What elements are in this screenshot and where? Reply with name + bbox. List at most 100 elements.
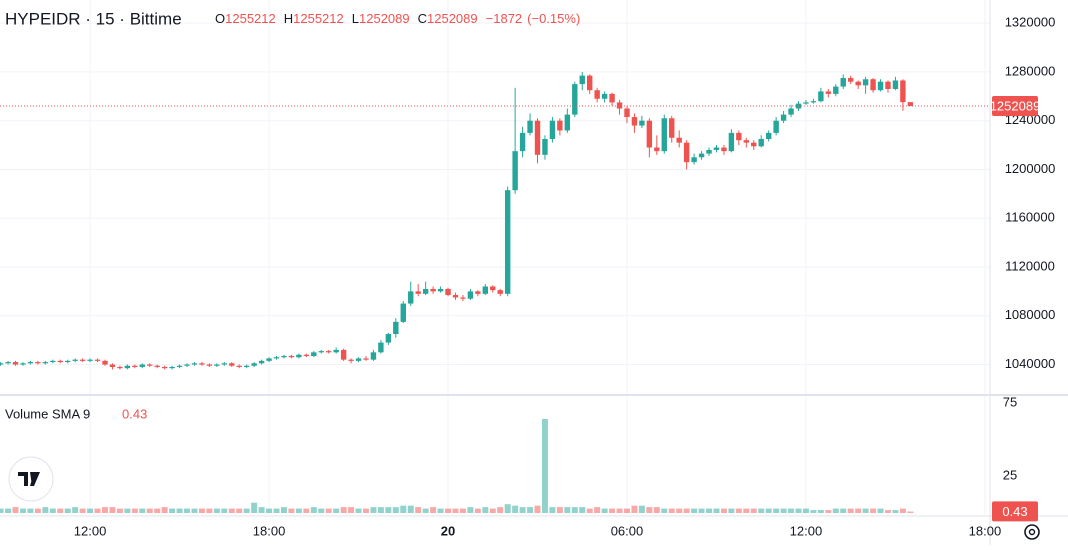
candle-body bbox=[728, 132, 735, 152]
volume-bar bbox=[184, 508, 191, 513]
volume-bar bbox=[310, 507, 317, 513]
candle-body bbox=[117, 366, 123, 369]
volume-bar bbox=[5, 508, 12, 513]
candle-body bbox=[504, 190, 511, 294]
candle-body bbox=[669, 118, 675, 138]
h-value: 1255212 bbox=[293, 11, 344, 26]
candle-body bbox=[87, 359, 93, 361]
settings-icon[interactable] bbox=[1024, 524, 1040, 540]
volume-bar bbox=[407, 505, 414, 513]
candle-body bbox=[482, 286, 489, 294]
volume-bar bbox=[87, 508, 94, 513]
volume-bar bbox=[236, 508, 243, 513]
volume-bar bbox=[519, 507, 526, 513]
candle-body bbox=[393, 321, 399, 335]
candle-body bbox=[579, 75, 585, 85]
candle-body bbox=[616, 102, 623, 109]
candle-body bbox=[27, 362, 34, 364]
candle-body bbox=[266, 358, 272, 361]
volume-bar bbox=[348, 507, 355, 513]
x-tick-label: 18:00 bbox=[253, 523, 286, 538]
volume-bar bbox=[661, 508, 668, 513]
candle-body bbox=[333, 349, 339, 353]
volume-bar bbox=[683, 508, 690, 513]
candle-body bbox=[65, 360, 71, 363]
volume-bar bbox=[743, 508, 750, 513]
volume-bar bbox=[362, 508, 369, 513]
volume-bar bbox=[773, 508, 780, 513]
volume-bar bbox=[720, 508, 727, 513]
candle-body bbox=[467, 291, 474, 299]
candle-body bbox=[475, 291, 481, 294]
x-tick-label: 06:00 bbox=[611, 523, 644, 538]
c-label: C bbox=[418, 11, 427, 26]
candle-body bbox=[661, 118, 667, 152]
volume-bar bbox=[549, 507, 556, 513]
volume-bar bbox=[728, 508, 735, 513]
x-tick-label: 12:00 bbox=[790, 523, 823, 538]
volume-bar bbox=[258, 507, 265, 513]
volume-bar bbox=[653, 507, 660, 513]
candle-body bbox=[161, 366, 168, 369]
o-label: O bbox=[215, 11, 225, 26]
volume-bar bbox=[340, 507, 347, 513]
candle-body bbox=[191, 363, 198, 365]
y-tick-label: 1120000 bbox=[1005, 258, 1055, 273]
candle-body bbox=[139, 364, 145, 367]
volume-bar bbox=[318, 508, 325, 513]
candle-body bbox=[132, 365, 138, 367]
candle-body bbox=[713, 147, 720, 150]
x-tick-label: 18:00 bbox=[969, 523, 1002, 538]
candle-body bbox=[176, 365, 183, 367]
volume-bar bbox=[422, 508, 429, 513]
volume-bar bbox=[370, 507, 377, 513]
candle-body bbox=[42, 362, 49, 364]
volume-bar bbox=[325, 508, 332, 513]
volume-bar bbox=[870, 508, 877, 513]
volume-bar bbox=[49, 508, 56, 513]
volume-bar bbox=[474, 508, 481, 513]
candle-body bbox=[773, 120, 779, 133]
l-label: L bbox=[352, 11, 359, 26]
candle-body bbox=[20, 363, 26, 365]
candle-body bbox=[855, 81, 861, 86]
volume-bar bbox=[564, 507, 571, 513]
volume-bar bbox=[706, 508, 713, 513]
plot bbox=[0, 71, 990, 513]
volume-bar bbox=[594, 507, 601, 513]
volume-bar bbox=[534, 505, 541, 513]
candle-body bbox=[5, 362, 11, 364]
volume-bar bbox=[206, 508, 213, 513]
volume-bar bbox=[221, 508, 228, 513]
volume-bar bbox=[459, 508, 466, 513]
candle-body bbox=[303, 354, 310, 356]
volume-bar bbox=[489, 508, 496, 513]
candle-body bbox=[169, 366, 175, 369]
volume-bar bbox=[579, 507, 586, 513]
volume-bar bbox=[586, 508, 593, 513]
volume-bar bbox=[34, 508, 41, 513]
candle-body bbox=[721, 147, 727, 152]
volume-tick-label: 25 bbox=[1003, 468, 1017, 483]
candle-body bbox=[385, 334, 392, 343]
candle-body bbox=[594, 90, 600, 99]
candle-body bbox=[646, 120, 653, 148]
y-tick-label: 1040000 bbox=[1005, 356, 1056, 371]
volume-bar bbox=[0, 508, 4, 513]
volume-bar bbox=[616, 508, 623, 513]
volume-bar bbox=[303, 508, 310, 513]
volume-bar bbox=[556, 507, 563, 513]
candle-body bbox=[206, 364, 213, 366]
volume-bar bbox=[295, 508, 302, 513]
candle-body bbox=[243, 365, 250, 367]
volume-bar bbox=[198, 508, 205, 513]
volume-bar bbox=[243, 508, 250, 513]
volume-bar bbox=[72, 507, 79, 513]
candle-body bbox=[810, 101, 817, 103]
volume-bar bbox=[400, 505, 407, 513]
logo[interactable] bbox=[8, 456, 54, 502]
last-price-box bbox=[992, 95, 1038, 116]
candle-body bbox=[221, 363, 228, 365]
candle-body bbox=[460, 297, 466, 299]
candle-body bbox=[199, 363, 205, 365]
